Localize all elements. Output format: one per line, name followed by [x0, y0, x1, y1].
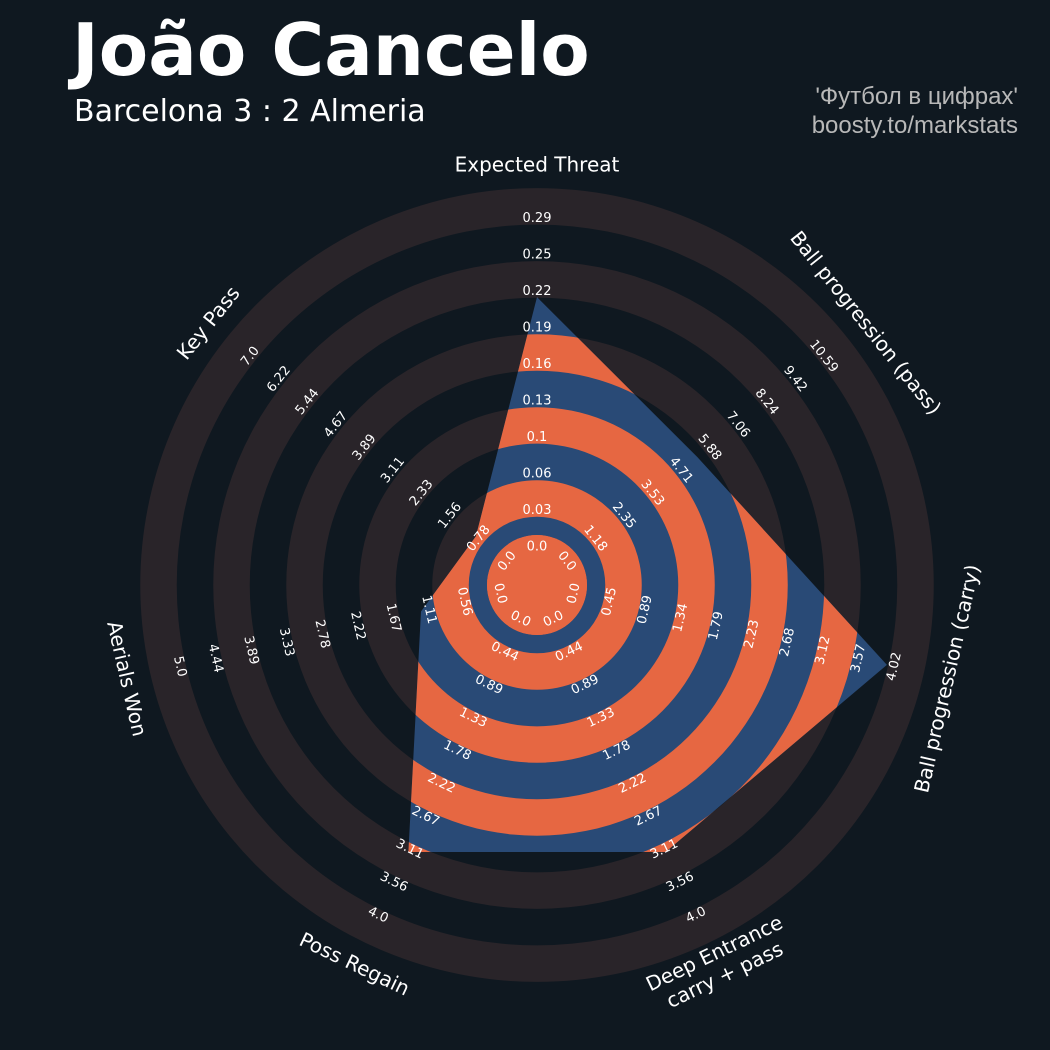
- tick-label: 3.89: [240, 635, 261, 667]
- tick-label: 1.11: [418, 594, 439, 626]
- tick-label: 0.06: [523, 467, 552, 482]
- tick-label: 2.22: [347, 610, 368, 642]
- tick-label: 0.22: [523, 284, 552, 299]
- credit-block: 'Футбол в цифрах' boosty.to/markstats: [812, 82, 1018, 141]
- credit-url[interactable]: boosty.to/markstats: [811, 112, 1018, 140]
- tick-label: 1.79: [706, 610, 727, 642]
- tick-label: 3.57: [848, 643, 869, 675]
- tick-label: 0.03: [523, 503, 552, 518]
- tick-label: 2.68: [777, 626, 798, 658]
- tick-label: 2.78: [311, 618, 332, 650]
- page-title: João Cancelo: [72, 8, 590, 92]
- match-subtitle: Barcelona 3 : 2 Almeria: [74, 94, 426, 129]
- tick-label: 4.44: [205, 643, 226, 675]
- tick-label: 3.33: [276, 626, 297, 658]
- tick-label: 2.23: [741, 618, 762, 650]
- tick-label: 0.0: [490, 582, 509, 606]
- tick-label: 0.56: [454, 586, 475, 618]
- tick-label: 0.19: [523, 321, 552, 336]
- tick-label: 1.67: [383, 602, 404, 634]
- credit-channel: 'Футбол в цифрах': [815, 83, 1018, 110]
- tick-label: 0.13: [523, 394, 552, 409]
- tick-label: 0.0: [527, 540, 548, 555]
- player-ring-0: [432, 480, 642, 690]
- tick-label: 5.0: [170, 655, 189, 679]
- tick-label: 0.0: [564, 582, 583, 606]
- tick-label: 3.12: [813, 635, 834, 667]
- tick-label: 0.89: [635, 594, 656, 626]
- tick-label: 0.45: [599, 586, 620, 618]
- tick-label: 0.29: [523, 211, 552, 226]
- center-disc: [487, 535, 587, 635]
- tick-label: 0.1: [527, 430, 548, 445]
- tick-label: 4.02: [884, 651, 905, 683]
- tick-label: 1.34: [670, 602, 691, 634]
- param-label: Expected Threat: [455, 153, 620, 177]
- tick-label: 0.16: [523, 357, 552, 372]
- tick-label: 0.25: [523, 248, 552, 263]
